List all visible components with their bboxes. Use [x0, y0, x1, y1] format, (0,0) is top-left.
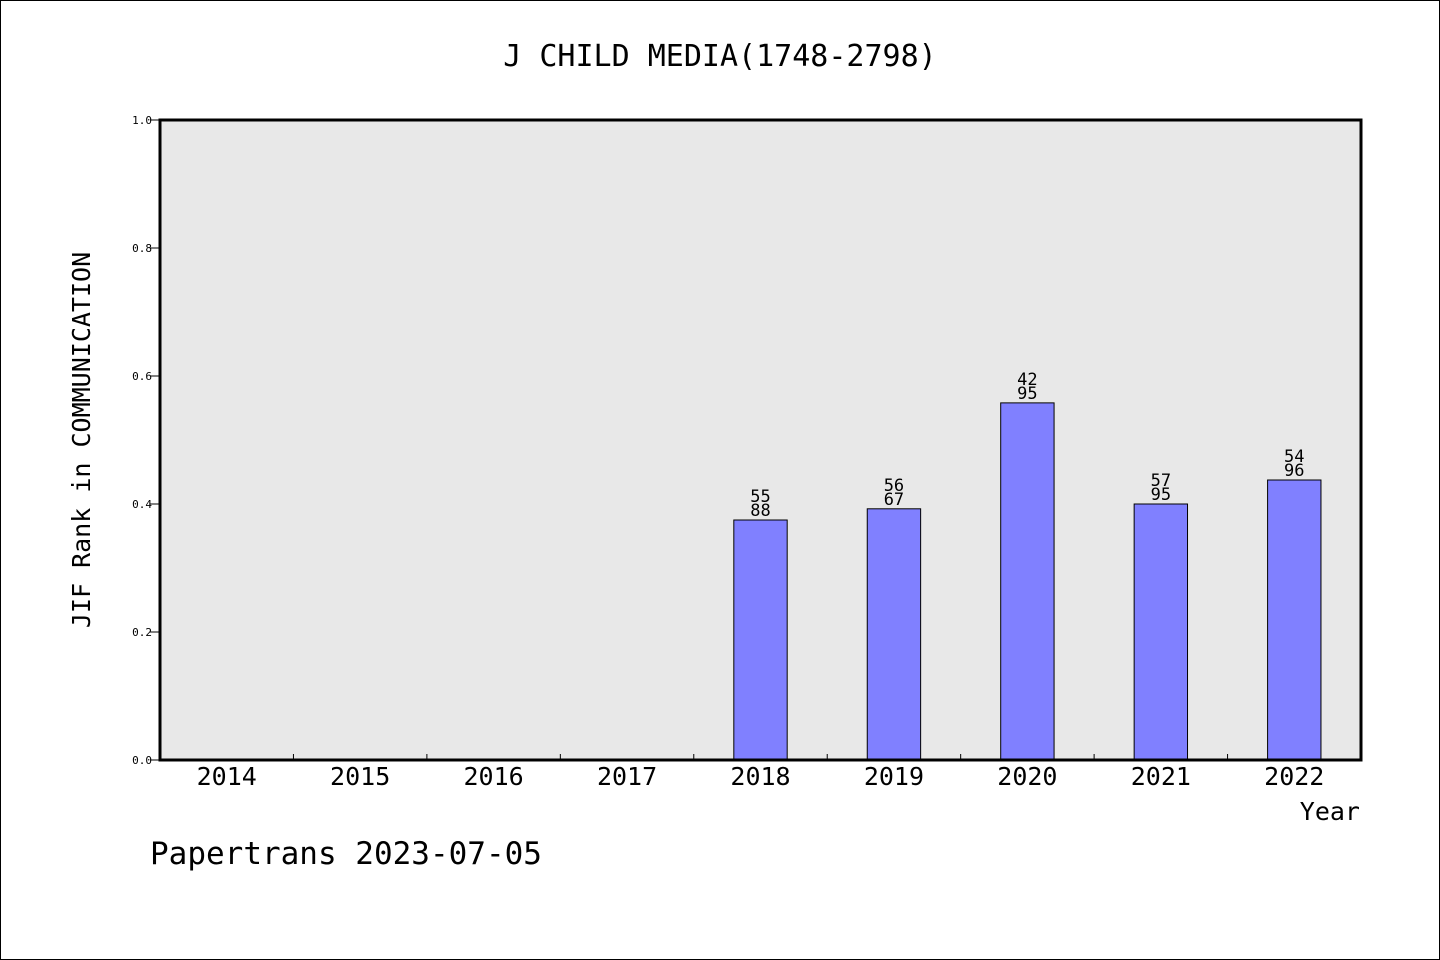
chart-title: J CHILD MEDIA(1748-2798)	[503, 39, 936, 74]
bar-label-2021-2: 95	[1151, 485, 1171, 505]
bar-label-2020-1: 42	[1017, 370, 1037, 390]
x-tick-label-2022: 2022	[1264, 762, 1324, 791]
footer-watermark: Papertrans 2023-07-05	[150, 836, 542, 872]
x-tick-label-2018: 2018	[730, 762, 790, 791]
bar-label-2022-2: 96	[1284, 461, 1304, 481]
x-tick-label-2016: 2016	[464, 762, 524, 791]
bar-2022	[1267, 479, 1322, 761]
bar-2019	[866, 508, 922, 761]
x-tick-label-2021: 2021	[1131, 762, 1191, 791]
bar-2018	[733, 519, 788, 761]
y-tick-label-0.6: 0.6	[132, 370, 152, 383]
bar-label-2018-2: 88	[750, 501, 770, 521]
bar-label-2018-1: 55	[750, 487, 770, 507]
y-tick-label-1.0: 1.0	[132, 114, 152, 127]
plot-border	[158, 118, 1363, 762]
bar-label-2020-2: 95	[1017, 384, 1037, 404]
y-tick-label-0.0: 0.0	[132, 754, 152, 767]
x-tick-label-2019: 2019	[864, 762, 924, 791]
y-axis-ticks: 0.0 0.2 0.4 0.6 0.8 1.0	[132, 114, 160, 767]
bar-label-2022-1: 54	[1284, 447, 1304, 467]
bar-label-2019-1: 56	[884, 476, 904, 496]
bar-label-2021-1: 57	[1151, 471, 1171, 491]
x-axis-label: Year	[1300, 797, 1360, 826]
x-axis-ticks: 2014 2015 2016 2017 2018 2019 2020 2021 2022	[197, 754, 1324, 791]
bars-group	[733, 402, 1322, 761]
bar-2021	[1133, 503, 1189, 761]
bar-label-2019-2: 67	[884, 490, 904, 510]
x-tick-label-2015: 2015	[330, 762, 390, 791]
x-tick-label-2017: 2017	[597, 762, 657, 791]
y-tick-label-0.2: 0.2	[132, 626, 152, 639]
y-tick-label-0.8: 0.8	[132, 242, 152, 255]
bar-2020	[1000, 402, 1055, 761]
y-axis-label: JIF Rank in COMMUNICATION	[67, 252, 96, 628]
x-tick-label-2014: 2014	[197, 762, 257, 791]
x-tick-label-2020: 2020	[997, 762, 1057, 791]
y-tick-label-0.4: 0.4	[132, 498, 152, 511]
